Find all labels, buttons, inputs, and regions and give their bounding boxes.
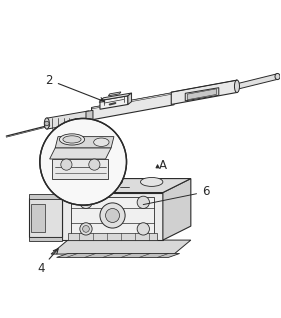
Polygon shape — [185, 88, 219, 101]
Circle shape — [137, 223, 149, 235]
Circle shape — [40, 119, 126, 205]
Polygon shape — [51, 240, 191, 254]
Text: A: A — [159, 159, 167, 172]
Ellipse shape — [96, 178, 118, 186]
Polygon shape — [86, 110, 93, 123]
Polygon shape — [171, 80, 237, 105]
Polygon shape — [62, 179, 191, 193]
Polygon shape — [128, 93, 132, 105]
Circle shape — [80, 196, 92, 209]
Circle shape — [80, 223, 92, 235]
Polygon shape — [55, 137, 114, 148]
Circle shape — [137, 196, 149, 209]
Polygon shape — [47, 111, 89, 129]
Circle shape — [89, 159, 100, 170]
Ellipse shape — [140, 177, 163, 186]
Polygon shape — [31, 204, 46, 232]
Polygon shape — [71, 197, 155, 234]
Ellipse shape — [234, 80, 239, 93]
Polygon shape — [235, 74, 278, 90]
Polygon shape — [29, 237, 62, 241]
Polygon shape — [29, 198, 62, 237]
Text: 4: 4 — [37, 249, 58, 275]
Circle shape — [61, 159, 72, 170]
Text: 2: 2 — [46, 73, 105, 102]
Circle shape — [83, 199, 89, 206]
Ellipse shape — [63, 136, 81, 143]
Polygon shape — [56, 253, 180, 258]
Ellipse shape — [59, 134, 85, 145]
Polygon shape — [156, 165, 159, 168]
Polygon shape — [100, 93, 132, 100]
Polygon shape — [62, 193, 163, 240]
Ellipse shape — [44, 118, 49, 129]
Circle shape — [100, 203, 125, 228]
Circle shape — [45, 121, 49, 126]
Ellipse shape — [94, 138, 109, 146]
Ellipse shape — [275, 73, 280, 80]
Circle shape — [83, 225, 89, 232]
Circle shape — [106, 209, 119, 223]
Polygon shape — [50, 148, 111, 159]
Polygon shape — [108, 92, 121, 96]
Polygon shape — [187, 89, 217, 100]
Polygon shape — [29, 194, 62, 199]
Polygon shape — [92, 93, 175, 109]
Polygon shape — [68, 233, 157, 240]
Polygon shape — [100, 96, 128, 109]
Polygon shape — [163, 179, 191, 240]
Polygon shape — [92, 93, 174, 120]
Polygon shape — [53, 159, 108, 179]
Text: 6: 6 — [143, 185, 210, 204]
Ellipse shape — [92, 176, 122, 187]
